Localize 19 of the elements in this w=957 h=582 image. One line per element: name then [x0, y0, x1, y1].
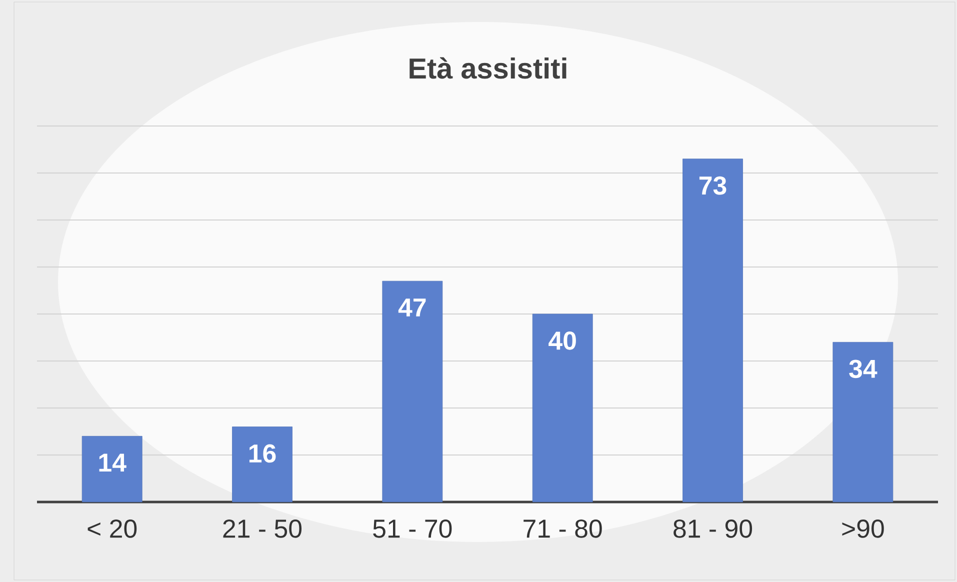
data-label: 73 — [699, 176, 726, 195]
x-tick-label: 71 - 80 — [524, 520, 602, 538]
data-label: 14 — [99, 454, 126, 472]
bar — [532, 314, 593, 502]
bar — [682, 158, 743, 502]
bar — [82, 436, 142, 502]
bar — [382, 280, 443, 502]
data-label: 16 — [249, 444, 276, 463]
x-tick-label: 21 - 50 — [223, 520, 302, 538]
bar — [232, 426, 292, 502]
chart-title: Età assistiti — [410, 57, 566, 79]
x-tick-label: >90 — [842, 520, 884, 538]
bar — [832, 342, 894, 502]
data-label: 34 — [849, 360, 878, 378]
data-label: 47 — [398, 298, 426, 316]
data-label: 40 — [548, 332, 576, 350]
x-tick-label: 81 - 90 — [674, 520, 752, 538]
x-tick-label: < 20 — [88, 520, 137, 538]
x-tick-label: 51 - 70 — [373, 520, 452, 538]
